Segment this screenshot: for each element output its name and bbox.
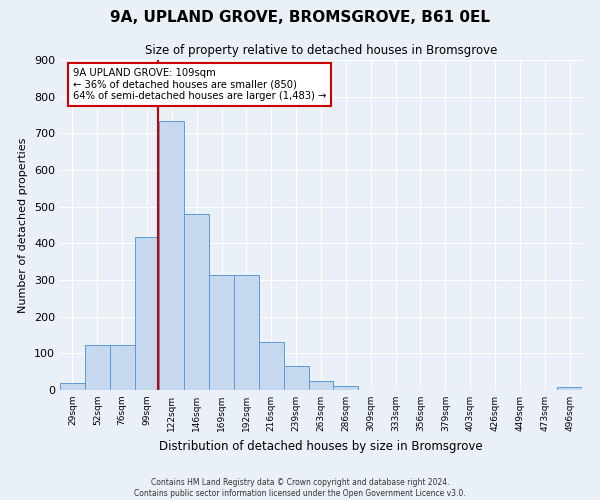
Bar <box>234 274 259 390</box>
Text: 9A, UPLAND GROVE, BROMSGROVE, B61 0EL: 9A, UPLAND GROVE, BROMSGROVE, B61 0EL <box>110 10 490 25</box>
Text: Contains HM Land Registry data © Crown copyright and database right 2024.
Contai: Contains HM Land Registry data © Crown c… <box>134 478 466 498</box>
Bar <box>134 236 160 390</box>
Bar <box>60 382 85 390</box>
Bar <box>209 274 234 390</box>
Bar <box>184 214 209 390</box>
Bar <box>308 381 334 390</box>
Bar <box>259 342 284 390</box>
Text: 9A UPLAND GROVE: 109sqm
← 36% of detached houses are smaller (850)
64% of semi-d: 9A UPLAND GROVE: 109sqm ← 36% of detache… <box>73 68 326 102</box>
Bar <box>110 346 134 390</box>
Bar <box>85 346 110 390</box>
Y-axis label: Number of detached properties: Number of detached properties <box>19 138 28 312</box>
Bar <box>160 120 184 390</box>
Bar <box>334 386 358 390</box>
Title: Size of property relative to detached houses in Bromsgrove: Size of property relative to detached ho… <box>145 44 497 58</box>
X-axis label: Distribution of detached houses by size in Bromsgrove: Distribution of detached houses by size … <box>159 440 483 452</box>
Bar <box>284 366 308 390</box>
Bar <box>557 387 582 390</box>
